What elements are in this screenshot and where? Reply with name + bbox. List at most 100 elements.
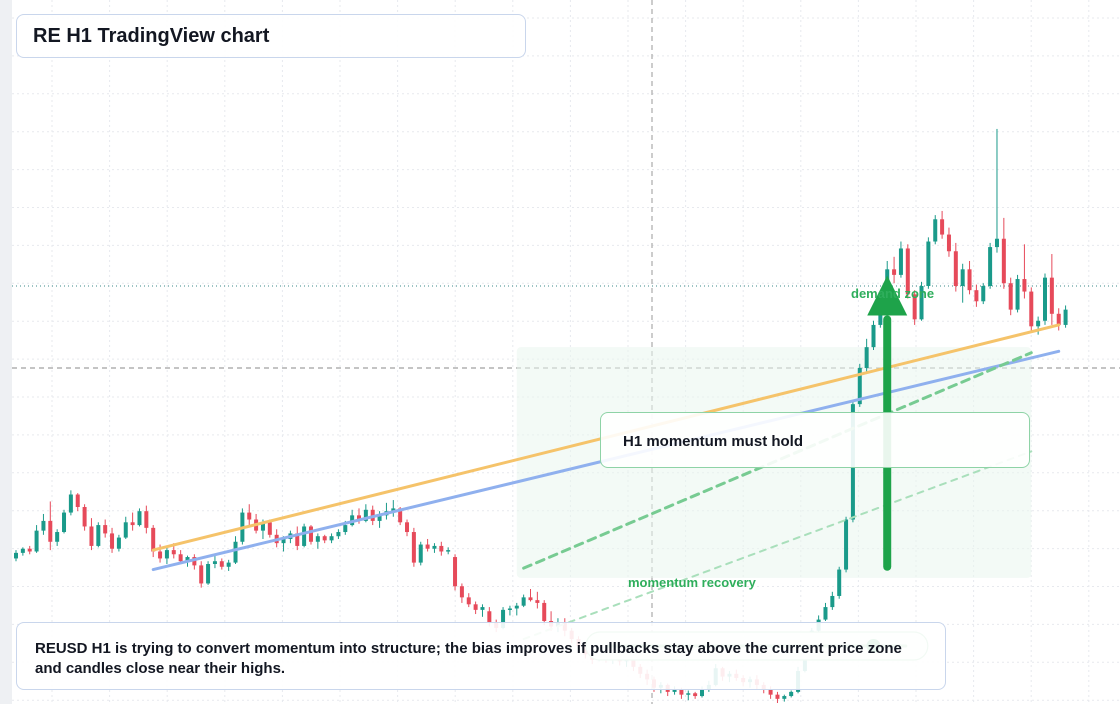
candle-body <box>981 286 986 302</box>
candle-body <box>919 286 924 320</box>
candle-body <box>14 552 18 559</box>
candle-body <box>830 595 835 608</box>
candle-body <box>315 536 320 542</box>
candle-body <box>1029 291 1034 327</box>
candle-body <box>453 557 458 587</box>
candle-body <box>411 532 416 563</box>
candle-body <box>363 509 368 521</box>
candle-body <box>144 511 149 528</box>
candle-body <box>68 494 73 513</box>
candle-body <box>425 544 430 549</box>
candle-body <box>926 241 931 286</box>
candle-body <box>871 324 876 348</box>
candle-body <box>905 248 910 295</box>
candle-body <box>679 689 684 695</box>
candle-body <box>82 507 87 527</box>
analysis-note: REUSD H1 is trying to convert momentum i… <box>16 622 946 690</box>
candle-body <box>343 525 348 533</box>
candle-body <box>1008 283 1013 310</box>
candle-body <box>439 545 444 552</box>
candle-body <box>768 689 773 695</box>
candle-body <box>357 515 361 521</box>
candle-body <box>308 526 313 542</box>
candle-body <box>130 522 135 526</box>
candle-body <box>521 597 526 606</box>
demand-zone-label: demand zone <box>851 286 934 301</box>
candle-body <box>974 290 979 302</box>
candle-body <box>1049 277 1054 314</box>
candle-body <box>459 586 464 598</box>
candle-body <box>20 548 25 553</box>
candle-body <box>953 251 958 286</box>
candle-body <box>151 527 156 552</box>
candle-body <box>185 557 190 562</box>
candle-body <box>391 508 396 512</box>
candle-body <box>700 689 704 697</box>
candle-body <box>247 512 252 520</box>
candle-body <box>55 532 60 542</box>
candle-body <box>967 269 972 291</box>
candle-body <box>501 609 506 628</box>
light-green-dashed-guide <box>522 450 1033 641</box>
candle-body <box>844 519 849 570</box>
candle-body <box>96 525 101 546</box>
candle-body <box>940 219 945 235</box>
candle-body <box>1063 309 1068 325</box>
candle-body <box>864 347 869 369</box>
candle-body <box>267 522 272 535</box>
candle-body <box>946 234 951 252</box>
candle-body <box>837 569 842 596</box>
candle-body <box>219 561 224 567</box>
candle-body <box>473 604 478 610</box>
candle-body <box>206 564 211 584</box>
candle-body <box>377 515 382 521</box>
candle-body <box>898 248 903 275</box>
candle-body <box>933 219 938 242</box>
candle-body <box>48 520 53 542</box>
candle-body <box>336 532 341 537</box>
candle-body <box>281 538 286 544</box>
candle-body <box>1056 313 1061 325</box>
candle-body <box>116 537 121 549</box>
candle-body <box>892 269 897 275</box>
candle-body <box>212 561 217 564</box>
candle-body <box>199 565 204 584</box>
candle-body <box>260 522 265 531</box>
candle-body <box>322 536 327 541</box>
candle-body <box>686 693 691 695</box>
candle-body <box>487 611 492 623</box>
candle-body <box>418 544 423 563</box>
candle-body <box>41 520 46 531</box>
candle-body <box>1001 238 1006 284</box>
candle-body <box>432 545 437 549</box>
candle-body <box>466 597 471 605</box>
candle-body <box>178 554 183 562</box>
candle-body <box>507 608 512 610</box>
candle-body <box>1022 279 1027 292</box>
candle-body <box>857 368 862 405</box>
candle-body <box>912 294 917 320</box>
candle-body <box>89 526 94 546</box>
candle-body <box>514 605 519 609</box>
momentum-hold-callout: H1 momentum must hold <box>600 412 1030 468</box>
candle-body <box>123 522 128 538</box>
left-edge-bar <box>0 0 12 704</box>
candle-body <box>960 269 965 286</box>
candle-body <box>535 600 540 603</box>
candle-body <box>1015 279 1020 310</box>
candle-body <box>226 562 231 567</box>
candle-body <box>480 607 485 610</box>
candle-body <box>782 696 787 699</box>
candle-body <box>27 548 32 552</box>
candle-body <box>775 694 780 699</box>
candle-body <box>110 533 115 549</box>
candle-body <box>446 550 451 552</box>
candle-body <box>302 526 307 546</box>
candle-body <box>789 691 794 697</box>
candle-body <box>528 597 533 601</box>
candle-body <box>823 607 828 620</box>
candle-body <box>329 536 334 541</box>
candle-body <box>1043 277 1047 321</box>
